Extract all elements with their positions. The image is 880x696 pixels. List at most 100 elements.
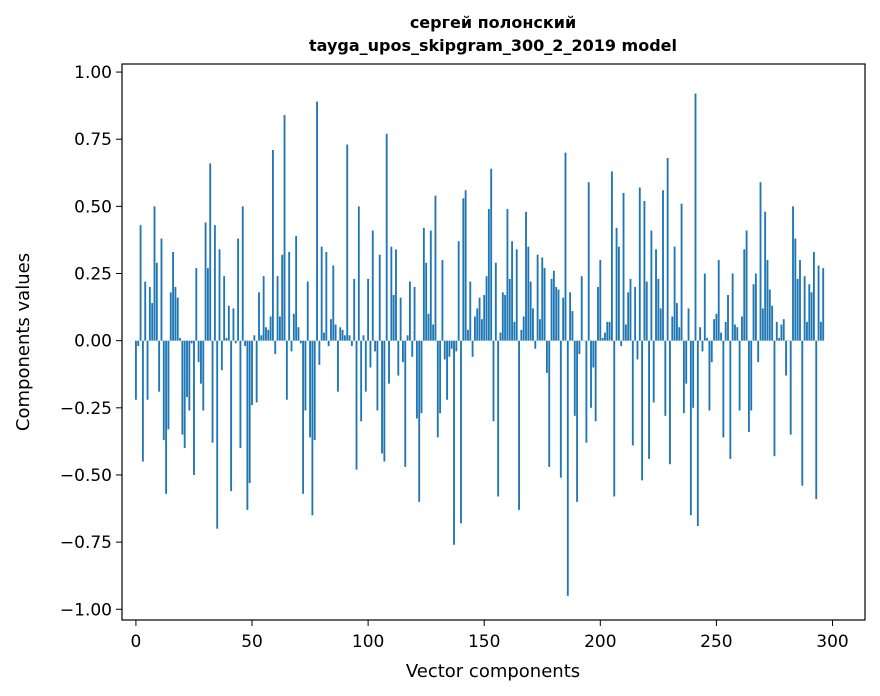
bar bbox=[146, 340, 149, 400]
bar bbox=[364, 340, 367, 392]
bar bbox=[569, 292, 572, 341]
bar bbox=[457, 241, 460, 341]
bar bbox=[313, 340, 316, 441]
bar bbox=[455, 340, 458, 352]
x-tick-label: 0 bbox=[131, 632, 142, 652]
y-axis-label: Components values bbox=[13, 253, 34, 431]
bar bbox=[689, 340, 692, 516]
bar bbox=[666, 158, 669, 341]
bar bbox=[587, 182, 590, 341]
bar bbox=[278, 316, 281, 341]
bar bbox=[183, 340, 186, 449]
bar bbox=[580, 276, 583, 341]
bar bbox=[645, 281, 648, 341]
bar bbox=[676, 303, 678, 341]
bar bbox=[738, 340, 741, 411]
bar bbox=[290, 340, 293, 352]
bar bbox=[564, 152, 567, 341]
bar bbox=[520, 329, 523, 341]
bar bbox=[710, 340, 713, 363]
bar bbox=[578, 340, 581, 355]
bar bbox=[181, 340, 184, 435]
bar bbox=[529, 281, 532, 341]
bar bbox=[590, 340, 592, 408]
bar bbox=[599, 260, 602, 341]
bar bbox=[522, 316, 525, 341]
bar bbox=[218, 249, 221, 341]
bar bbox=[330, 319, 332, 341]
bar bbox=[515, 249, 518, 341]
bar bbox=[518, 340, 520, 510]
bar bbox=[160, 238, 163, 341]
bar bbox=[799, 260, 801, 341]
bar bbox=[204, 222, 207, 341]
bar bbox=[592, 340, 595, 368]
bar bbox=[320, 246, 323, 341]
bar bbox=[715, 313, 718, 341]
bar bbox=[643, 200, 646, 341]
bar bbox=[766, 260, 769, 341]
bar bbox=[673, 246, 676, 341]
bar bbox=[471, 340, 474, 357]
bar bbox=[216, 340, 219, 529]
bar bbox=[341, 329, 344, 341]
bar bbox=[789, 340, 792, 435]
bar bbox=[378, 254, 381, 341]
bar bbox=[227, 305, 230, 341]
bar bbox=[339, 327, 342, 341]
bar bbox=[671, 316, 674, 341]
bar bbox=[694, 93, 697, 341]
bar bbox=[186, 340, 188, 398]
bar bbox=[541, 257, 544, 341]
bar bbox=[717, 260, 720, 341]
bar bbox=[432, 324, 435, 341]
y-tick-label: 0.00 bbox=[74, 332, 112, 352]
bar bbox=[727, 295, 729, 341]
bar bbox=[701, 340, 704, 352]
bar bbox=[374, 340, 377, 352]
y-tick-label: 0.25 bbox=[74, 265, 112, 285]
bar bbox=[450, 340, 453, 349]
bar bbox=[429, 230, 432, 341]
bar bbox=[383, 340, 386, 462]
bar bbox=[244, 340, 246, 347]
bar bbox=[812, 252, 815, 341]
bar bbox=[288, 252, 291, 341]
bar bbox=[501, 292, 504, 341]
bar bbox=[348, 335, 351, 341]
bar bbox=[420, 340, 423, 414]
bar bbox=[754, 273, 757, 341]
bar bbox=[624, 324, 627, 341]
bar-series bbox=[135, 93, 825, 596]
bar bbox=[223, 276, 226, 341]
bar bbox=[434, 195, 437, 341]
bar bbox=[536, 254, 539, 341]
bar bbox=[606, 321, 609, 341]
bar bbox=[295, 235, 298, 341]
bar bbox=[474, 316, 476, 341]
bar bbox=[246, 340, 249, 510]
bar bbox=[815, 340, 818, 500]
bar bbox=[806, 321, 808, 341]
bar bbox=[585, 340, 588, 443]
bar bbox=[350, 340, 353, 347]
y-tick-label: −0.25 bbox=[60, 399, 112, 419]
bar bbox=[151, 303, 154, 341]
bar bbox=[687, 308, 690, 341]
bar bbox=[627, 292, 630, 341]
bar bbox=[155, 262, 158, 341]
bar bbox=[446, 340, 448, 400]
bar bbox=[527, 246, 530, 341]
bar bbox=[620, 340, 623, 347]
bar bbox=[597, 286, 599, 341]
bar bbox=[655, 249, 657, 341]
bar bbox=[306, 281, 309, 341]
bar bbox=[724, 321, 727, 341]
bar bbox=[499, 332, 502, 341]
bar bbox=[729, 340, 732, 459]
bar bbox=[260, 335, 263, 341]
bar bbox=[262, 276, 265, 341]
bar bbox=[239, 340, 242, 449]
bar bbox=[367, 278, 370, 341]
bar bbox=[759, 182, 762, 341]
